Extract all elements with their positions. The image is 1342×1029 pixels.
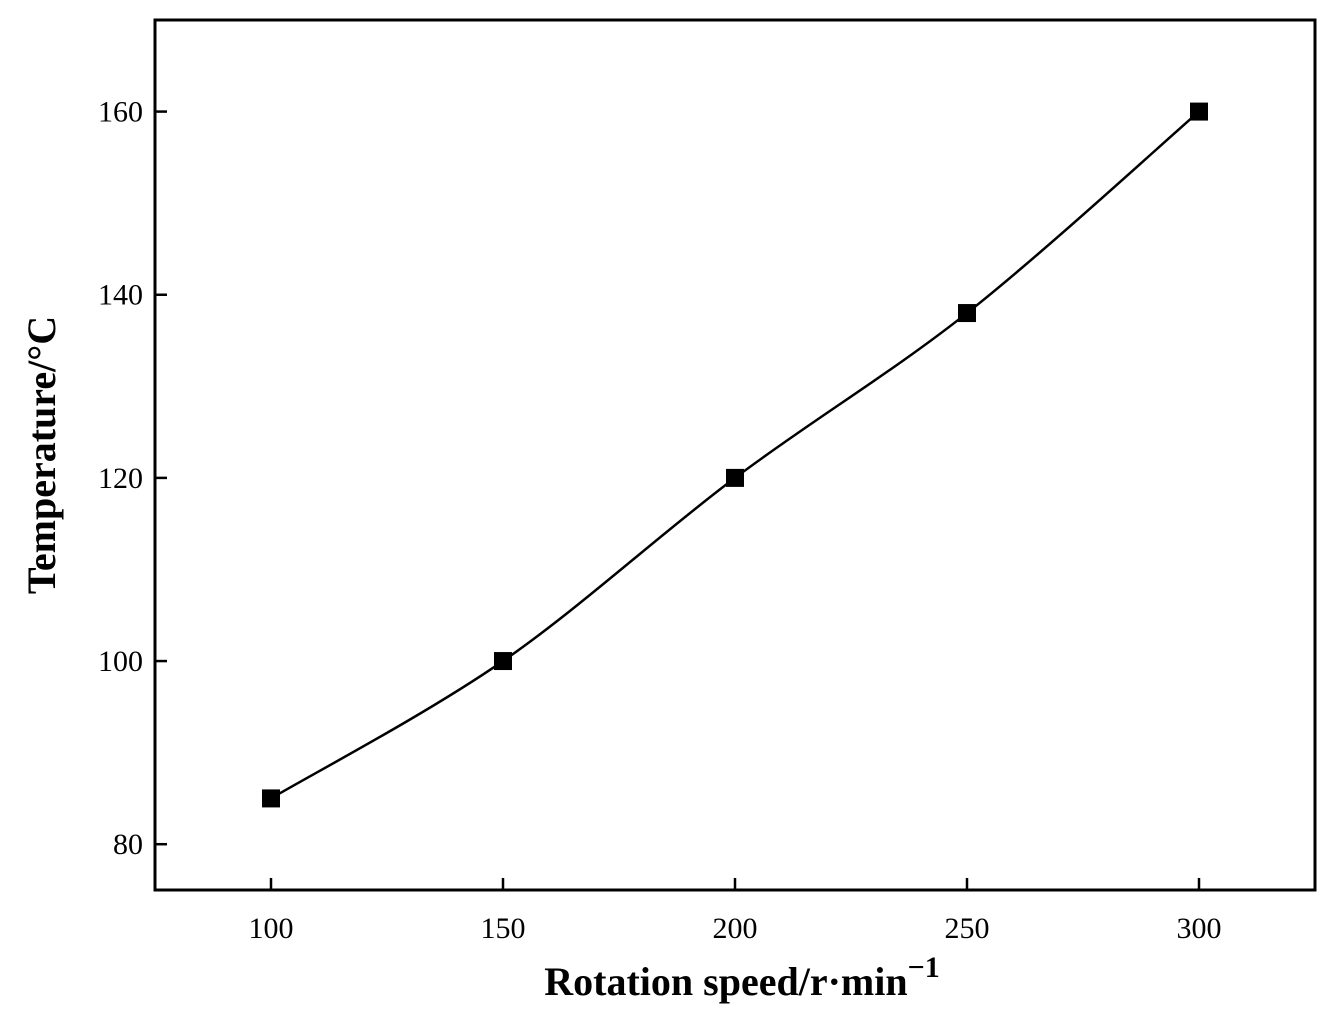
plot-frame [153, 18, 1317, 892]
y-tick-label: 160 [98, 96, 143, 129]
data-point-marker [262, 789, 280, 808]
x-axis-ticks: 100 150 200 250 300 [249, 878, 1222, 945]
y-axis-title: Temperature/°C [19, 316, 64, 594]
y-tick-label: 120 [98, 462, 143, 495]
data-point-marker [958, 304, 976, 323]
x-tick-label: 150 [481, 912, 526, 945]
y-tick-label: 140 [98, 279, 143, 312]
y-axis-ticks: 80 100 120 140 160 [98, 96, 167, 861]
x-axis-title: Rotation speed/r·min−1 [544, 951, 939, 1004]
x-tick-label: 300 [1177, 912, 1222, 945]
x-axis-title-superscript: −1 [908, 951, 940, 984]
series-line [270, 110, 1200, 800]
data-point-marker [1190, 102, 1208, 121]
x-axis-title-main: Rotation speed/r·min [544, 959, 907, 1004]
data-point-marker [726, 468, 744, 487]
x-tick-label: 250 [945, 912, 990, 945]
y-tick-label: 80 [113, 828, 143, 861]
data-point-marker [494, 652, 512, 671]
y-tick-label: 100 [98, 645, 143, 678]
x-tick-label: 100 [249, 912, 294, 945]
series-markers [262, 102, 1208, 808]
x-tick-label: 200 [713, 912, 758, 945]
